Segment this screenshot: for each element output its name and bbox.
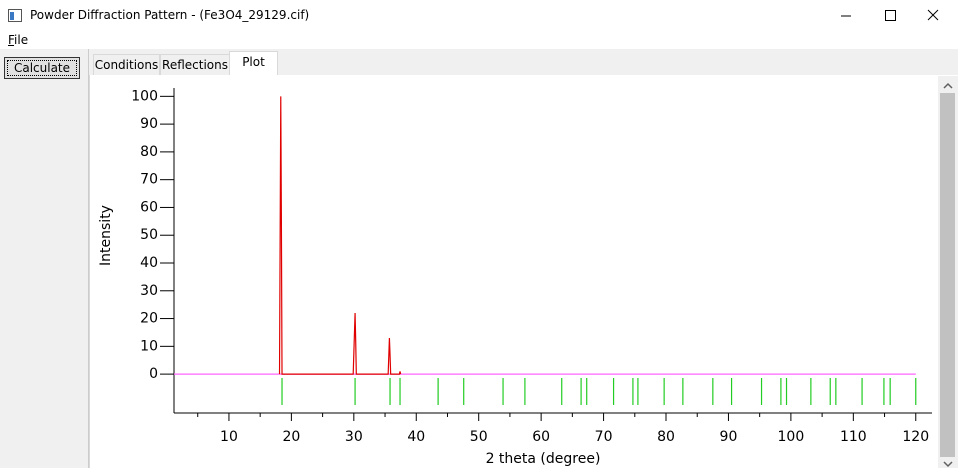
x-tick-label: 20 bbox=[282, 429, 300, 445]
y-tick-label: 100 bbox=[131, 88, 158, 104]
x-axis-label: 2 theta (degree) bbox=[486, 451, 601, 467]
y-tick-label: 10 bbox=[140, 338, 158, 354]
y-tick-label: 40 bbox=[140, 255, 158, 271]
plot-panel bbox=[89, 75, 958, 468]
window-title: Powder Diffraction Pattern - (Fe3O4_2912… bbox=[30, 8, 310, 22]
y-tick-label: 30 bbox=[140, 283, 158, 299]
y-tick-label: 80 bbox=[140, 144, 158, 160]
x-tick-label: 50 bbox=[470, 429, 488, 445]
menu-bar: File bbox=[0, 32, 958, 49]
y-tick-label: 70 bbox=[140, 172, 158, 188]
left-panel bbox=[0, 49, 89, 468]
x-tick-label: 70 bbox=[595, 429, 613, 445]
x-tick-label: 10 bbox=[220, 429, 238, 445]
x-tick-label: 40 bbox=[407, 429, 425, 445]
scrollbar[interactable] bbox=[938, 76, 958, 468]
calculate-button[interactable]: Calculate bbox=[4, 57, 80, 79]
y-tick-label: 0 bbox=[149, 366, 158, 382]
tab-active[interactable]: Plot bbox=[229, 51, 278, 76]
x-tick-label: 80 bbox=[657, 429, 675, 445]
x-tick-label: 30 bbox=[345, 429, 363, 445]
x-tick-label: 120 bbox=[902, 429, 929, 445]
y-tick-label: 20 bbox=[140, 311, 158, 327]
x-tick-label: 90 bbox=[720, 429, 738, 445]
y-axis-label: Intensity bbox=[98, 205, 114, 266]
tab[interactable]: Reflections bbox=[160, 54, 230, 75]
title-bar: Powder Diffraction Pattern - (Fe3O4_2912… bbox=[0, 0, 958, 32]
pattern-line bbox=[278, 96, 402, 375]
app-icon bbox=[8, 9, 22, 22]
y-tick-label: 90 bbox=[140, 116, 158, 132]
x-tick-label: 110 bbox=[840, 429, 867, 445]
window-controls[interactable] bbox=[820, 0, 958, 32]
x-tick-label: 60 bbox=[532, 429, 550, 445]
menu-item[interactable]: File bbox=[8, 33, 29, 47]
x-tick-label: 100 bbox=[778, 429, 805, 445]
y-tick-label: 60 bbox=[140, 199, 158, 215]
tab[interactable]: Conditions bbox=[93, 54, 160, 75]
chart: 0 10 20 30 40 50 60 70 80 90 100 10 20 30 40 50 60 70 80 90… bbox=[98, 88, 932, 467]
y-tick-label: 50 bbox=[140, 227, 158, 243]
